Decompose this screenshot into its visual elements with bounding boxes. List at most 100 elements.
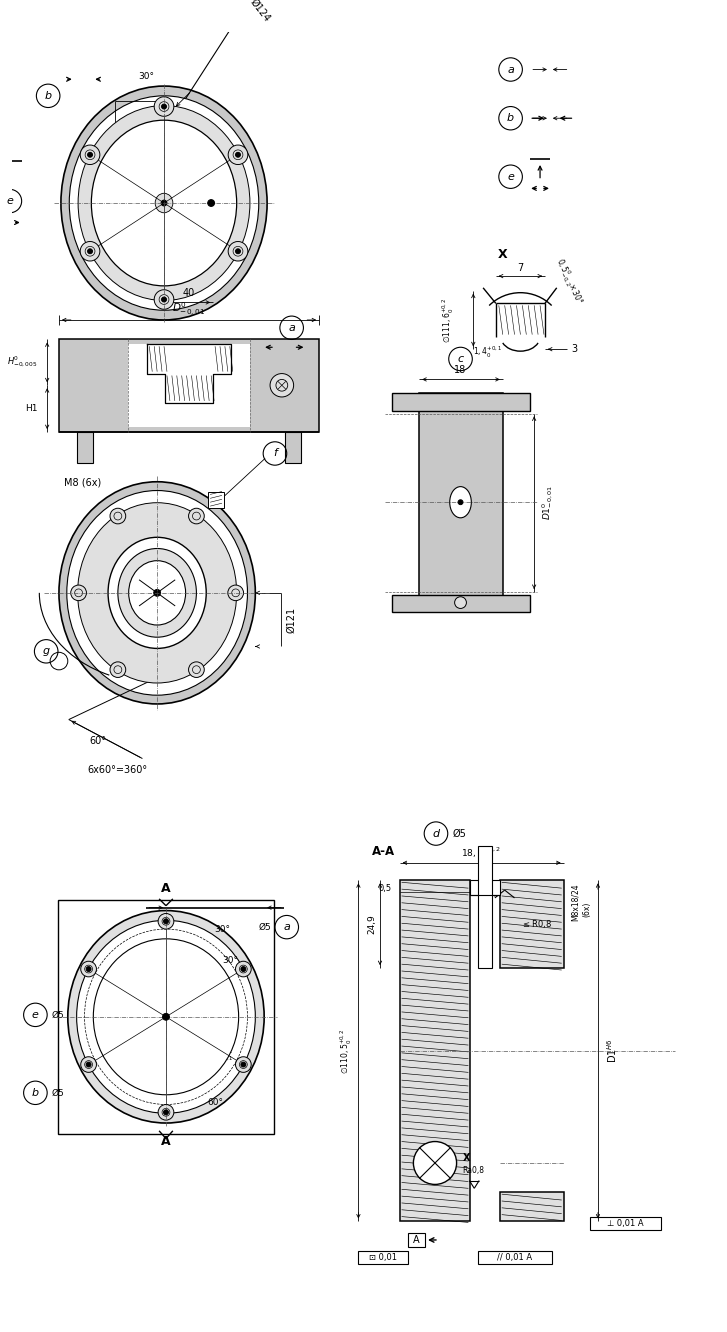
Text: 3: 3 [571,344,577,354]
Ellipse shape [76,920,255,1114]
Ellipse shape [80,241,100,261]
Circle shape [454,597,467,609]
Text: A: A [413,1235,419,1245]
Bar [400,880,470,1221]
Text: 40: 40 [182,288,195,297]
Ellipse shape [78,105,250,301]
Text: $\varnothing 110,5_{0}^{+0,2}$: $\varnothing 110,5_{0}^{+0,2}$ [339,1028,354,1074]
Text: $0,5_{-0,2}^{0}$×30°: $0,5_{-0,2}^{0}$×30° [553,256,587,306]
Text: $\varnothing 121_{-0,1}^{+0,1}$: $\varnothing 121_{-0,1}^{+0,1}$ [197,1048,233,1063]
Text: 30°: 30° [222,956,238,964]
Circle shape [236,152,241,157]
Text: 60°: 60° [207,1098,223,1107]
Circle shape [208,200,214,206]
Text: b: b [32,1088,39,1098]
Ellipse shape [110,509,126,523]
Bar [76,432,93,464]
Ellipse shape [188,662,204,678]
Bar [419,393,503,613]
Text: M8 (6x): M8 (6x) [64,478,101,488]
Text: $H_{-0,005}^{0}$: $H_{-0,005}^{0}$ [7,354,37,369]
Text: $1,4_{0}^{+0,1}$: $1,4_{0}^{+0,1}$ [473,345,502,360]
Circle shape [161,104,166,109]
Text: g: g [43,646,49,657]
Ellipse shape [118,549,196,637]
Ellipse shape [78,502,237,683]
Bar [590,1216,661,1231]
Text: b: b [507,113,514,124]
Text: Ra0,8: Ra0,8 [477,878,499,899]
Bar [58,900,274,1134]
Text: 0,5: 0,5 [379,883,392,892]
Text: b: b [44,91,52,101]
Ellipse shape [129,561,185,625]
Text: H1: H1 [25,404,37,413]
Ellipse shape [228,585,244,601]
Bar [392,595,530,613]
Text: D1$^{H6}$: D1$^{H6}$ [605,1039,619,1063]
Text: Ra0,8: Ra0,8 [462,1167,484,1175]
Text: ⊥ 0,01 A: ⊥ 0,01 A [607,1219,644,1228]
Bar [478,1251,552,1264]
Ellipse shape [110,662,126,678]
Text: $\varnothing 124_{-0,1}^{+0,1}$: $\varnothing 124_{-0,1}^{+0,1}$ [172,1024,209,1039]
Circle shape [86,1062,91,1067]
Text: // 0,01 A: // 0,01 A [497,1253,532,1261]
Text: A: A [161,1135,171,1148]
Text: ⊡ 0,01: ⊡ 0,01 [369,1253,397,1261]
Ellipse shape [188,509,204,523]
Ellipse shape [92,120,237,286]
Text: 30°: 30° [214,924,230,934]
Text: f: f [273,449,277,458]
Text: e: e [32,1010,39,1020]
Text: a: a [288,322,295,333]
Text: $D1_{-0,01}^{0}$: $D1_{-0,01}^{0}$ [541,485,555,519]
Bar [408,1233,425,1247]
Circle shape [164,919,169,923]
Text: c: c [457,354,464,364]
Circle shape [164,1110,169,1115]
Circle shape [87,249,92,253]
Text: $\varnothing 111,6_{0}^{+0,2}$: $\varnothing 111,6_{0}^{+0,2}$ [441,297,457,342]
Ellipse shape [228,241,248,261]
Text: X: X [462,1154,470,1163]
Ellipse shape [61,87,267,320]
Circle shape [86,967,91,971]
Bar [285,432,302,464]
Circle shape [414,1142,457,1184]
Text: X: X [498,248,507,261]
Circle shape [153,590,161,597]
Circle shape [236,249,241,253]
Ellipse shape [154,290,174,309]
Ellipse shape [80,145,100,165]
Text: 60°: 60° [89,737,107,746]
Bar [128,345,250,428]
Text: 24,9: 24,9 [368,914,377,934]
Circle shape [50,653,68,670]
Text: Ø5: Ø5 [453,829,467,839]
Circle shape [87,152,92,157]
Text: e: e [7,196,13,206]
Text: 7: 7 [518,264,523,273]
Ellipse shape [154,97,174,116]
Text: e: e [507,172,514,181]
Circle shape [241,1062,246,1067]
Bar [499,1192,563,1221]
Circle shape [161,200,167,206]
Text: a: a [507,64,514,75]
Text: 6x60°=360°: 6x60°=360° [88,765,148,775]
Circle shape [458,500,463,505]
Text: Ø5: Ø5 [51,1088,64,1098]
Bar [208,493,224,507]
Ellipse shape [67,490,247,695]
Ellipse shape [69,96,259,310]
Text: A: A [161,882,171,895]
Text: $\leq$R0,8: $\leq$R0,8 [521,918,552,930]
Text: $D_{-0,01}^{0}$: $D_{-0,01}^{0}$ [172,301,205,320]
Text: Ø5: Ø5 [51,1011,64,1019]
Ellipse shape [81,962,97,976]
Ellipse shape [158,1104,174,1120]
Text: 30°: 30° [138,72,154,81]
Text: a: a [284,922,290,932]
Circle shape [163,1014,169,1020]
